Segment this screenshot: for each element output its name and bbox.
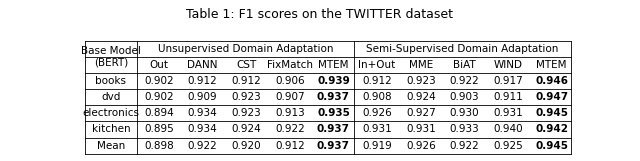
Text: Unsupervised Domain Adaptation: Unsupervised Domain Adaptation [158,44,333,54]
Text: 0.923: 0.923 [231,92,261,102]
Text: 0.945: 0.945 [535,108,568,118]
Text: 0.926: 0.926 [362,108,392,118]
Text: MTEM: MTEM [318,60,349,70]
Text: 0.912: 0.912 [275,141,305,151]
Text: 0.922: 0.922 [275,124,305,134]
Text: 0.931: 0.931 [362,124,392,134]
Text: MME: MME [408,60,433,70]
Text: 0.923: 0.923 [231,108,261,118]
Text: 0.912: 0.912 [188,76,218,86]
Text: 0.930: 0.930 [449,108,479,118]
Text: 0.908: 0.908 [362,92,392,102]
Text: 0.913: 0.913 [275,108,305,118]
Text: Out: Out [149,60,168,70]
Text: 0.924: 0.924 [406,92,436,102]
Text: Base Model
(BERT): Base Model (BERT) [81,46,141,68]
Text: 0.947: 0.947 [535,92,568,102]
Text: 0.912: 0.912 [231,76,261,86]
Text: 0.942: 0.942 [535,124,568,134]
Text: dvd: dvd [101,92,121,102]
Text: 0.895: 0.895 [144,124,173,134]
Text: MTEM: MTEM [536,60,567,70]
Text: 0.919: 0.919 [362,141,392,151]
Text: 0.937: 0.937 [317,124,350,134]
Text: 0.917: 0.917 [493,76,523,86]
Text: 0.940: 0.940 [493,124,523,134]
Text: 0.906: 0.906 [275,76,305,86]
Text: 0.931: 0.931 [406,124,436,134]
Text: 0.934: 0.934 [188,108,218,118]
Text: 0.907: 0.907 [275,92,305,102]
Text: 0.939: 0.939 [317,76,350,86]
Text: electronics: electronics [83,108,140,118]
Text: 0.925: 0.925 [493,141,523,151]
Text: Semi-Supervised Domain Adaptation: Semi-Supervised Domain Adaptation [367,44,559,54]
Text: 0.898: 0.898 [144,141,173,151]
Text: 0.935: 0.935 [317,108,350,118]
Text: 0.902: 0.902 [144,76,173,86]
Text: 0.920: 0.920 [231,141,261,151]
Text: 0.902: 0.902 [144,92,173,102]
Text: 0.922: 0.922 [188,141,218,151]
Text: 0.903: 0.903 [449,92,479,102]
Text: 0.923: 0.923 [406,76,436,86]
Text: 0.926: 0.926 [406,141,436,151]
Text: 0.934: 0.934 [188,124,218,134]
Text: 0.937: 0.937 [317,141,350,151]
Text: 0.931: 0.931 [493,108,523,118]
Text: 0.945: 0.945 [535,141,568,151]
Text: 0.922: 0.922 [449,141,479,151]
Text: 0.946: 0.946 [535,76,568,86]
Text: books: books [95,76,127,86]
Text: Mean: Mean [97,141,125,151]
Text: CST: CST [236,60,256,70]
Text: 0.922: 0.922 [449,76,479,86]
Text: 0.933: 0.933 [449,124,479,134]
Text: kitchen: kitchen [92,124,131,134]
Text: 0.911: 0.911 [493,92,523,102]
Text: 0.924: 0.924 [231,124,261,134]
Text: 0.927: 0.927 [406,108,436,118]
Text: 0.909: 0.909 [188,92,218,102]
Text: WIND: WIND [493,60,522,70]
Text: 0.912: 0.912 [362,76,392,86]
Text: Table 1: F1 scores on the TWITTER dataset: Table 1: F1 scores on the TWITTER datase… [186,8,454,21]
Text: FixMatch: FixMatch [267,60,313,70]
Text: 0.937: 0.937 [317,92,350,102]
Text: DANN: DANN [188,60,218,70]
Text: In+Out: In+Out [358,60,396,70]
Text: 0.894: 0.894 [144,108,173,118]
Text: BiAT: BiAT [453,60,476,70]
